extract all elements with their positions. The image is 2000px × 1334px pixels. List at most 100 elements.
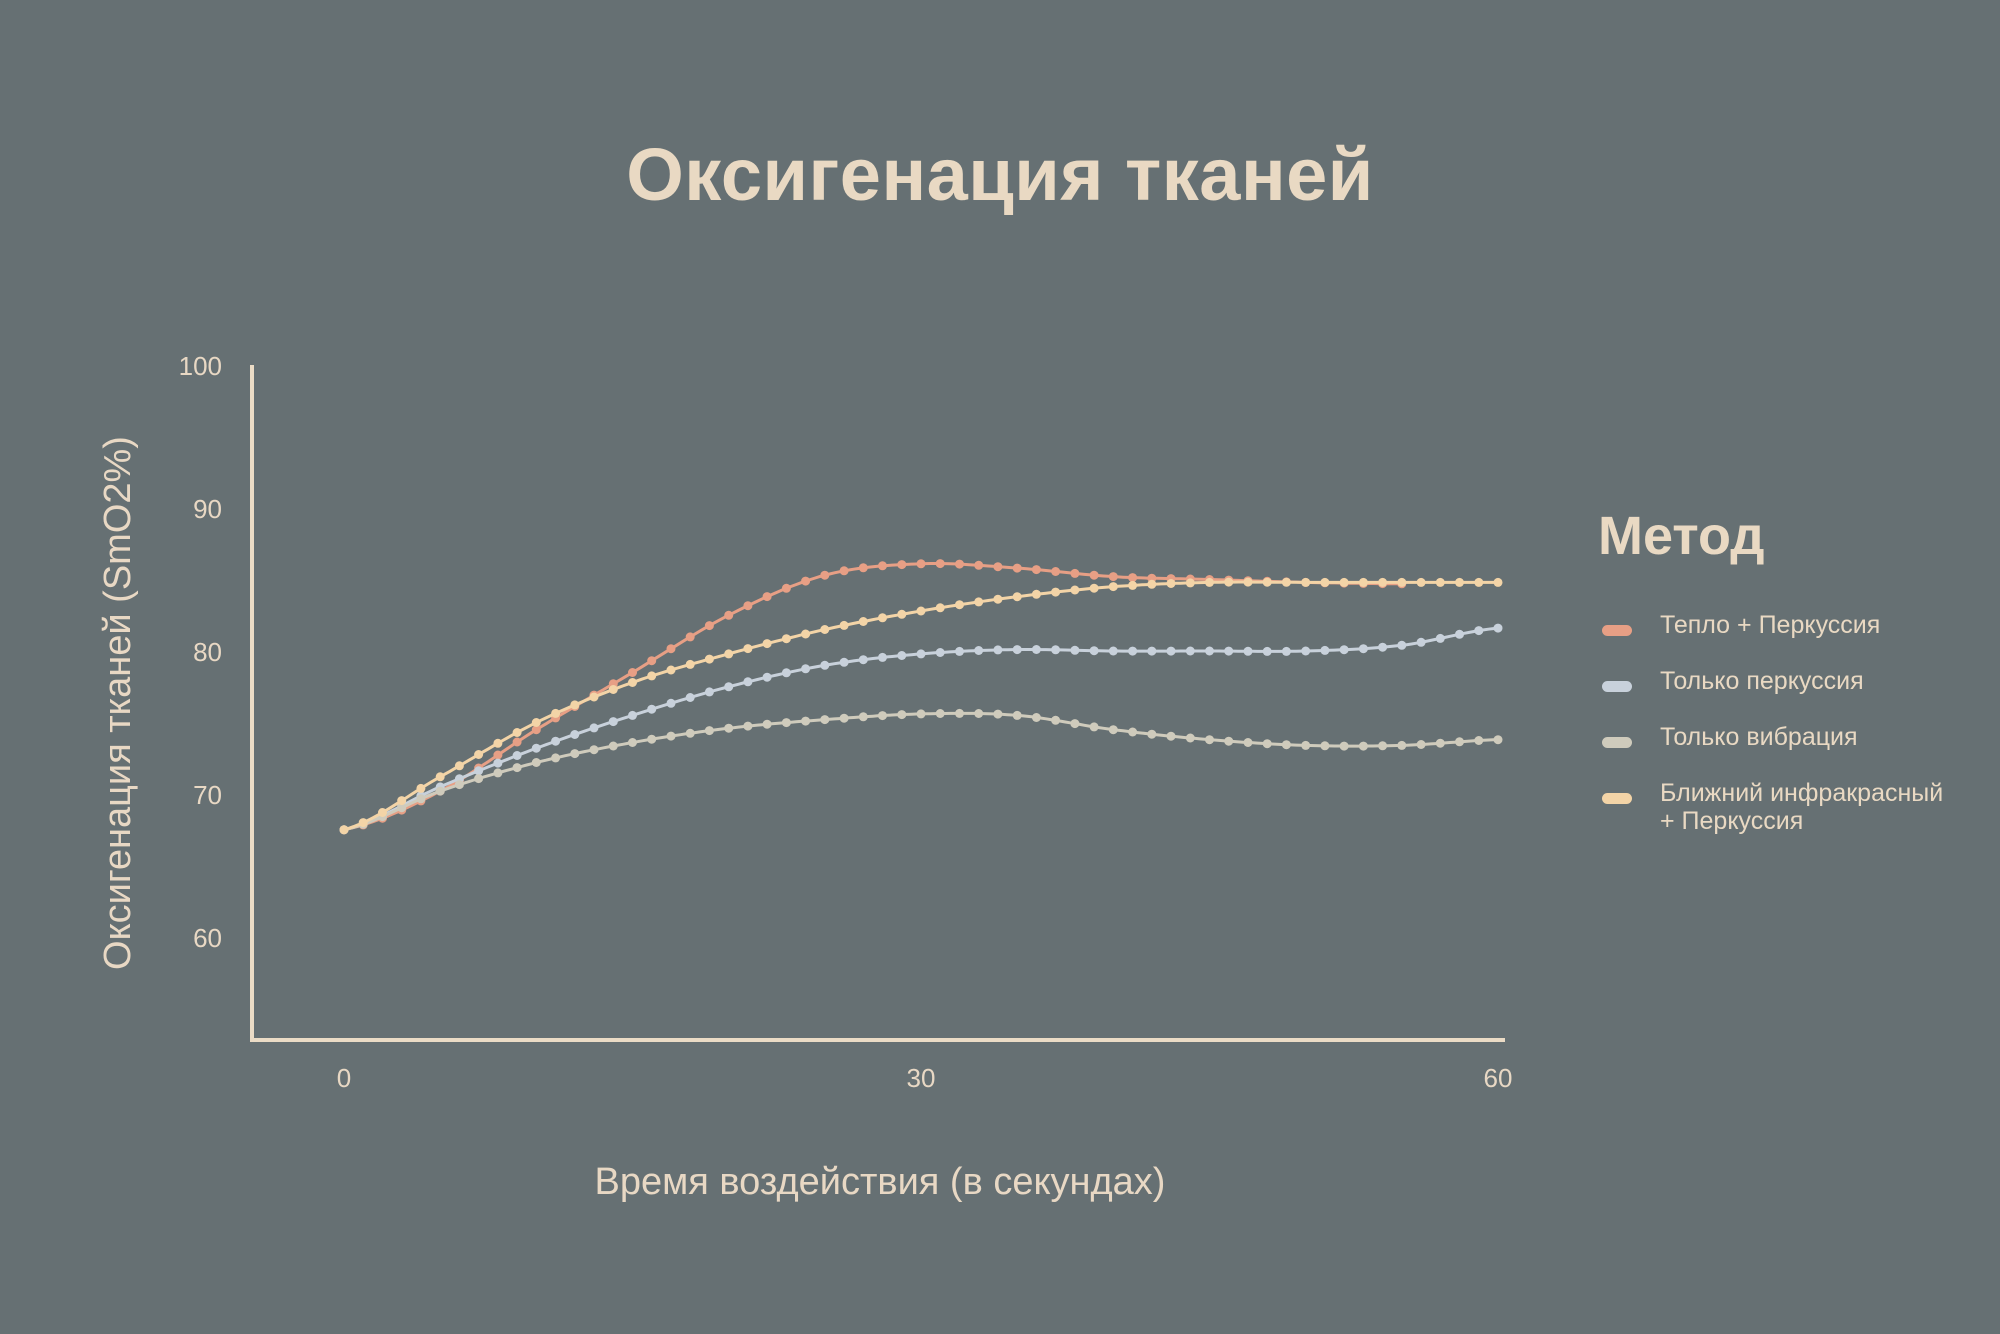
series-point <box>1205 577 1214 587</box>
series-point <box>1012 710 1022 720</box>
series-point <box>820 625 830 634</box>
series-point <box>358 818 368 828</box>
series-point <box>955 559 964 569</box>
series-point <box>435 786 445 796</box>
series-point <box>1243 738 1253 747</box>
series-point <box>993 562 1003 572</box>
legend-swatch <box>1602 737 1632 748</box>
series-point <box>1301 577 1311 587</box>
series-point <box>878 711 887 721</box>
series-point <box>1128 580 1138 590</box>
series-point <box>570 749 580 759</box>
series-point <box>1320 577 1330 587</box>
series-point <box>993 594 1003 604</box>
series-point <box>685 693 695 702</box>
series-point <box>858 617 868 626</box>
legend: Метод Тепло + Перкуссия Только перкуссия Т… <box>1598 505 1978 863</box>
series-point <box>474 750 484 759</box>
series-point <box>993 709 1003 719</box>
x-axis-label: Время воздействия (в секундах) <box>595 1161 1166 1203</box>
series-point <box>858 655 868 665</box>
series-point <box>1128 727 1138 737</box>
x-tick-label: 30 <box>907 1063 936 1093</box>
series-point <box>1185 646 1195 656</box>
series-point <box>1108 646 1118 656</box>
series-point <box>916 709 926 719</box>
series-point <box>974 560 984 570</box>
series-point <box>820 570 830 580</box>
legend-label: Ближний инфракрасный + Перкуссия <box>1660 779 1944 835</box>
series-point <box>339 825 349 835</box>
series-point <box>666 644 676 654</box>
series-point <box>1281 646 1291 656</box>
series-point <box>551 736 561 746</box>
series-point <box>878 613 887 623</box>
series-1 <box>339 559 1407 835</box>
series-point <box>1378 642 1388 652</box>
legend-item: Тепло + Перкуссия <box>1602 611 1978 639</box>
series-point <box>1493 623 1503 633</box>
legend-label: Тепло + Перкуссия <box>1660 611 1881 639</box>
series-point <box>935 559 945 569</box>
series-point <box>378 808 387 817</box>
legend-items: Тепло + Перкуссия Только перкуссия Только … <box>1598 611 1978 835</box>
series-point <box>839 657 849 667</box>
series-point <box>1416 637 1426 647</box>
series-point <box>801 629 811 639</box>
series-point <box>608 717 618 727</box>
series-point <box>397 803 407 813</box>
series-point <box>820 715 830 725</box>
series-point <box>1012 563 1022 573</box>
series-point <box>743 644 753 654</box>
series-point <box>647 671 657 681</box>
legend-item: Ближний инфракрасный + Перкуссия <box>1602 779 1978 835</box>
series-point <box>416 783 426 793</box>
series-point <box>1070 719 1080 729</box>
series-point <box>916 606 926 616</box>
series-point <box>1185 733 1195 743</box>
x-tick-label: 0 <box>337 1063 351 1093</box>
legend-label: Только вибрация <box>1660 723 1858 751</box>
series-point <box>839 713 849 723</box>
series-point <box>1070 645 1080 655</box>
series-point <box>666 731 676 741</box>
series-point <box>858 563 868 573</box>
series-point <box>1435 738 1445 748</box>
y-tick-label: 90 <box>193 494 222 524</box>
series-point <box>839 566 849 576</box>
series-point <box>435 772 445 782</box>
series-point <box>743 601 753 611</box>
series-point <box>1320 645 1330 655</box>
series-point <box>1301 646 1311 656</box>
series-point <box>974 709 984 718</box>
series-point <box>1262 739 1272 749</box>
series-point <box>762 592 772 602</box>
series-point <box>1185 578 1195 588</box>
series-point <box>1051 715 1061 725</box>
series-point <box>1455 629 1464 639</box>
series-point <box>1474 577 1484 587</box>
series-point <box>570 700 580 710</box>
series-point <box>1051 567 1061 576</box>
series-point <box>628 738 637 747</box>
series-point <box>1358 577 1368 587</box>
series-point <box>628 710 637 720</box>
series-point <box>628 678 637 687</box>
series-point <box>493 768 503 778</box>
y-tick-label: 70 <box>193 780 222 810</box>
series-point <box>897 609 907 619</box>
series-point <box>685 728 695 738</box>
series-point <box>878 652 887 662</box>
series-point <box>743 721 753 731</box>
series-point <box>704 687 714 697</box>
series-point <box>589 745 599 755</box>
series-point <box>454 780 464 790</box>
series-point <box>897 560 907 570</box>
series-point <box>531 743 541 753</box>
series-point <box>1012 645 1022 655</box>
series-point <box>628 668 637 677</box>
series-point <box>1397 577 1407 587</box>
series-point <box>878 561 887 571</box>
legend-title: Метод <box>1598 506 1765 566</box>
